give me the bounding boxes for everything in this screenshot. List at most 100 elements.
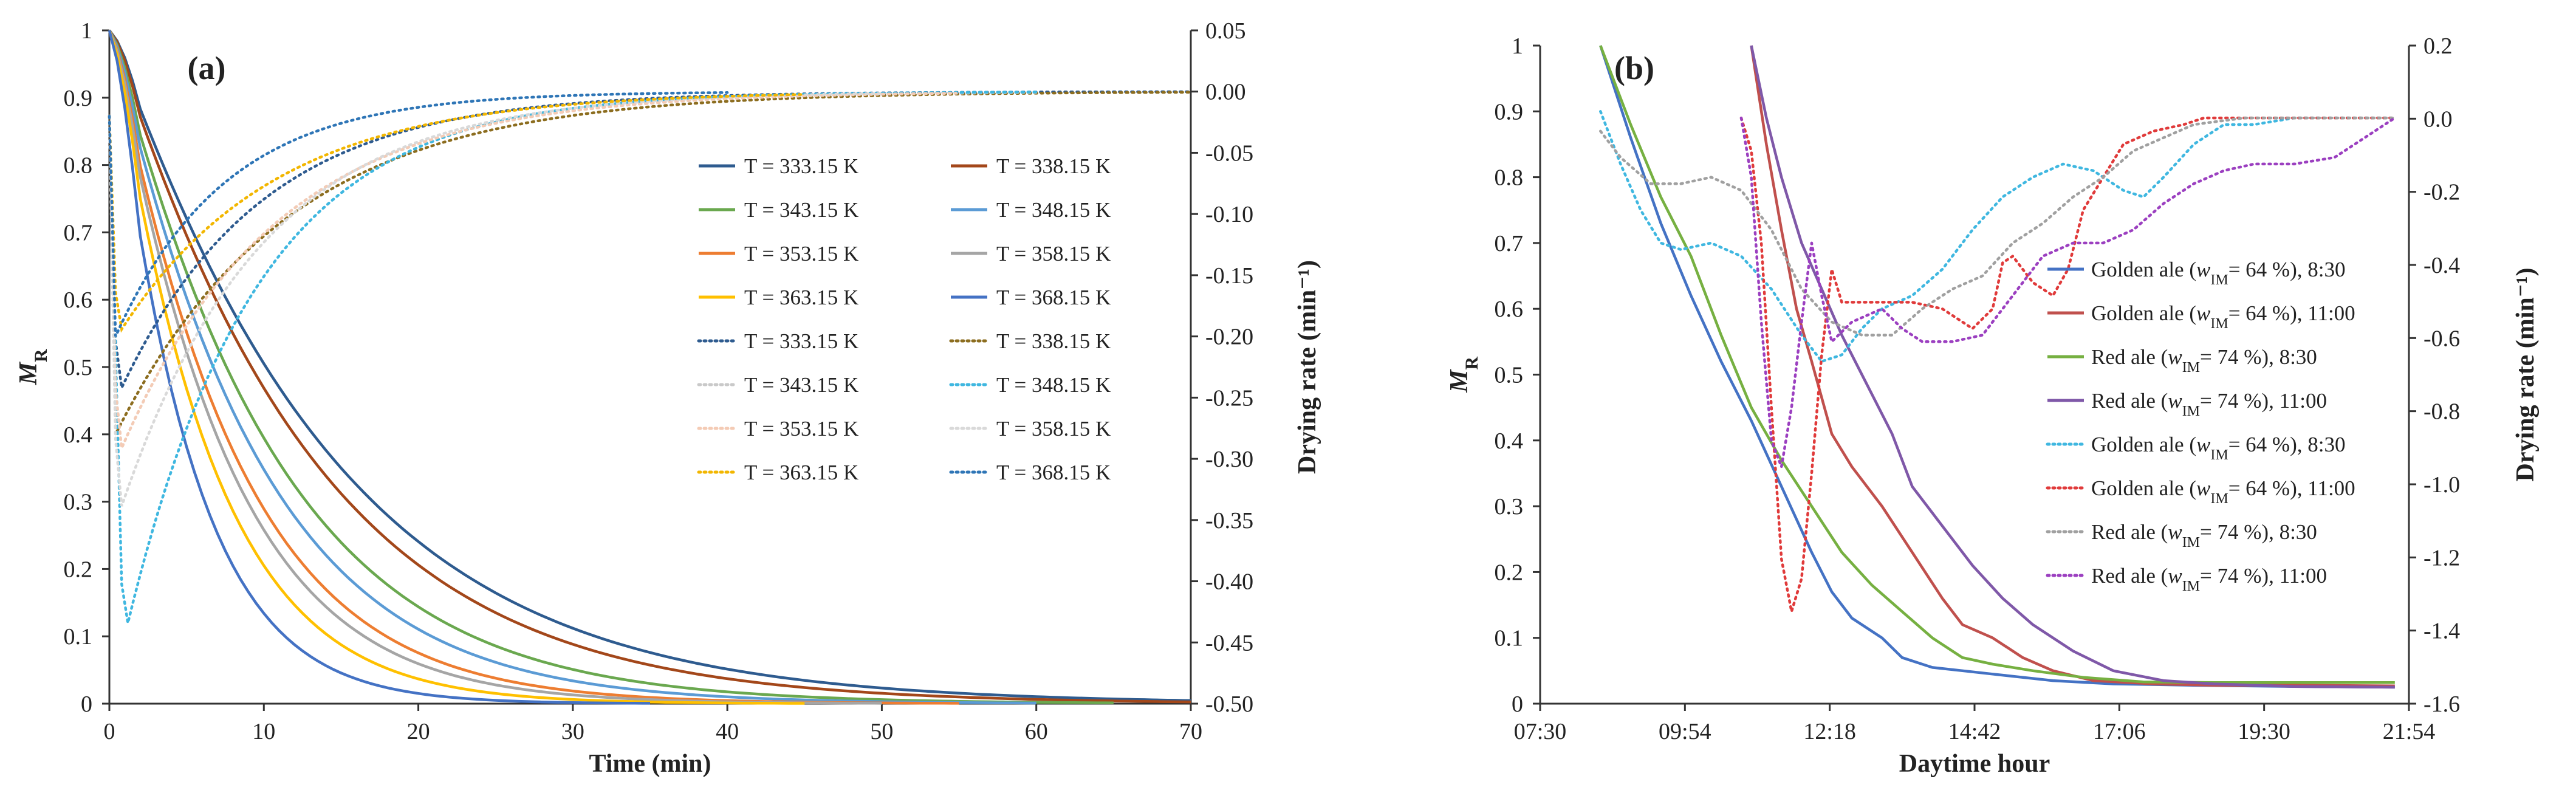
x-tick-label: 20 (407, 719, 430, 744)
legend-label: T = 353.15 K (744, 242, 858, 266)
y-tick-label: 0.4 (1495, 428, 1524, 454)
dr-line-series (108, 91, 729, 337)
legend-label: T = 343.15 K (744, 373, 858, 397)
legend-label: T = 338.15 K (996, 154, 1111, 178)
legend-label: T = 333.15 K (744, 329, 858, 353)
x-tick-label: 07:30 (1514, 719, 1567, 744)
panel-label: (a) (188, 50, 226, 86)
legend-label: T = 353.15 K (744, 417, 858, 441)
legend-label: T = 333.15 K (744, 154, 858, 178)
legend-label: T = 363.15 K (744, 286, 858, 309)
dr-line-series (1599, 110, 2397, 363)
y2-tick-label: -0.40 (1205, 569, 1253, 595)
legend-label: T = 368.15 K (996, 461, 1111, 484)
legend-item: T = 338.15 K (951, 154, 1111, 178)
y2-tick-label: -1.6 (2424, 692, 2460, 717)
mr-line-series (108, 29, 1191, 702)
y2-tick-label: 0.00 (1205, 80, 1246, 105)
legend-label: T = 358.15 K (996, 417, 1111, 441)
mr-line-series (108, 29, 1191, 704)
y-tick-label: 0.7 (1495, 231, 1524, 256)
y2-tick-label: -0.35 (1205, 508, 1253, 534)
y-axis-title: MR (1445, 357, 1482, 393)
panel-label: (b) (1614, 50, 1654, 86)
mr-line-series (1599, 45, 2395, 684)
y-tick-label: 0.9 (1495, 99, 1524, 125)
y-tick-label: 0.2 (64, 557, 93, 582)
mr-line-series (108, 30, 1036, 705)
y-tick-label: 0.1 (1495, 626, 1524, 651)
legend-label: T = 363.15 K (744, 461, 858, 484)
legend-item: Golden ale (wIM= 64 %), 11:00 (2046, 476, 2355, 507)
panel-b: 07:30 09:54 12:18 14:42 17:06 19:30 21:54 0 0.1 0… (1445, 33, 2540, 778)
y-tick-label: 0.8 (64, 153, 93, 179)
y2-tick-label: -0.45 (1205, 630, 1253, 656)
x-tick-label: 19:30 (2238, 719, 2290, 744)
dr-line-series (108, 91, 1038, 623)
y2-tick-label: -1.0 (2424, 472, 2460, 498)
legend-item: T = 368.15 K (951, 286, 1111, 309)
legend-item: T = 333.15 K (699, 154, 858, 178)
y2-tick-label: 0.05 (1205, 18, 1246, 44)
y2-axis-title: Drying rate (min⁻¹) (2512, 267, 2540, 481)
x-tick-label: 50 (870, 719, 893, 744)
y2-tick-label: -0.05 (1205, 140, 1253, 166)
legend-label: T = 348.15 K (996, 198, 1111, 222)
dr-line-series (108, 93, 803, 333)
legend-item: Golden ale (wIM= 64 %), 8:30 (2047, 258, 2345, 288)
y2-tick-label: -0.4 (2424, 253, 2460, 278)
x-axis-title: Time (min) (589, 750, 711, 778)
x-tick-label: 09:54 (1659, 719, 1711, 744)
legend-item: T = 358.15 K (951, 242, 1111, 266)
legend-item: Red ale (wIM= 74 %), 11:00 (2046, 564, 2327, 594)
y-tick-label: 0.9 (64, 86, 93, 111)
y2-tick-label: -0.6 (2424, 326, 2460, 351)
legend-item: T = 343.15 K (697, 373, 858, 397)
legend-item: T = 338.15 K (949, 329, 1111, 353)
legend-label: Golden ale (wIM= 64 %), 8:30 (2091, 258, 2345, 288)
y2-tick-label: -0.50 (1205, 692, 1253, 717)
y2-tick-label: -1.2 (2424, 545, 2460, 571)
legend-item: Red ale (wIM= 74 %), 11:00 (2047, 389, 2327, 419)
x-tick-label: 17:06 (2093, 719, 2146, 744)
y-tick-label: 1 (81, 18, 92, 44)
y2-tick-label: -0.2 (2424, 180, 2460, 205)
legend-a: T = 333.15 K T = 338.15 K T = 343.15 K T = … (697, 154, 1111, 484)
legend-label: T = 368.15 K (996, 286, 1111, 309)
y2-axis-title: Drying rate (min⁻¹) (1293, 260, 1321, 474)
x-tick-label: 40 (716, 719, 739, 744)
y2-tick-label: -0.8 (2424, 399, 2460, 425)
mr-line-series (1750, 45, 2395, 689)
legend-item: T = 348.15 K (951, 198, 1111, 222)
y2-tick-label: 0.2 (2424, 33, 2453, 59)
legend-item: Red ale (wIM= 74 %), 8:30 (2047, 345, 2317, 376)
legend-item: T = 353.15 K (697, 417, 858, 441)
dr-line-series (108, 92, 957, 453)
legend-item: T = 348.15 K (949, 373, 1111, 397)
y-tick-label: 0.7 (64, 220, 93, 245)
legend-label: Red ale (wIM= 74 %), 11:00 (2091, 389, 2327, 419)
x-tick-label: 30 (561, 719, 584, 744)
y-tick-label: 0.5 (64, 355, 93, 380)
y2-tick-label: -0.20 (1205, 324, 1253, 350)
y-tick-label: 0.1 (64, 624, 93, 650)
legend-label: Red ale (wIM= 74 %), 8:30 (2091, 520, 2317, 551)
dr-line-series (1599, 116, 2397, 337)
y-tick-label: 0.4 (64, 422, 93, 448)
legend-item: T = 353.15 K (699, 242, 858, 266)
legend-item: T = 363.15 K (697, 461, 858, 484)
legend-label: Golden ale (wIM= 64 %), 11:00 (2091, 476, 2355, 507)
y-axis-title: MR (15, 349, 51, 385)
legend-label: Red ale (wIM= 74 %), 11:00 (2091, 564, 2327, 594)
y2-tick-label: -0.10 (1205, 202, 1253, 227)
panel-a: 0 10 20 30 40 50 60 70 0 0.1 0.2 0.3 0.4 0.5 0.6 0.7 0.8… (15, 18, 1321, 778)
legend-label: T = 348.15 K (996, 373, 1111, 397)
dr-line-series (108, 91, 1038, 453)
x-tick-label: 14:42 (1948, 719, 2001, 744)
y2-tick-label: -0.25 (1205, 385, 1253, 411)
mr-line-series (108, 30, 959, 705)
legend-label: T = 343.15 K (744, 198, 858, 222)
mr-line-series (108, 30, 805, 705)
